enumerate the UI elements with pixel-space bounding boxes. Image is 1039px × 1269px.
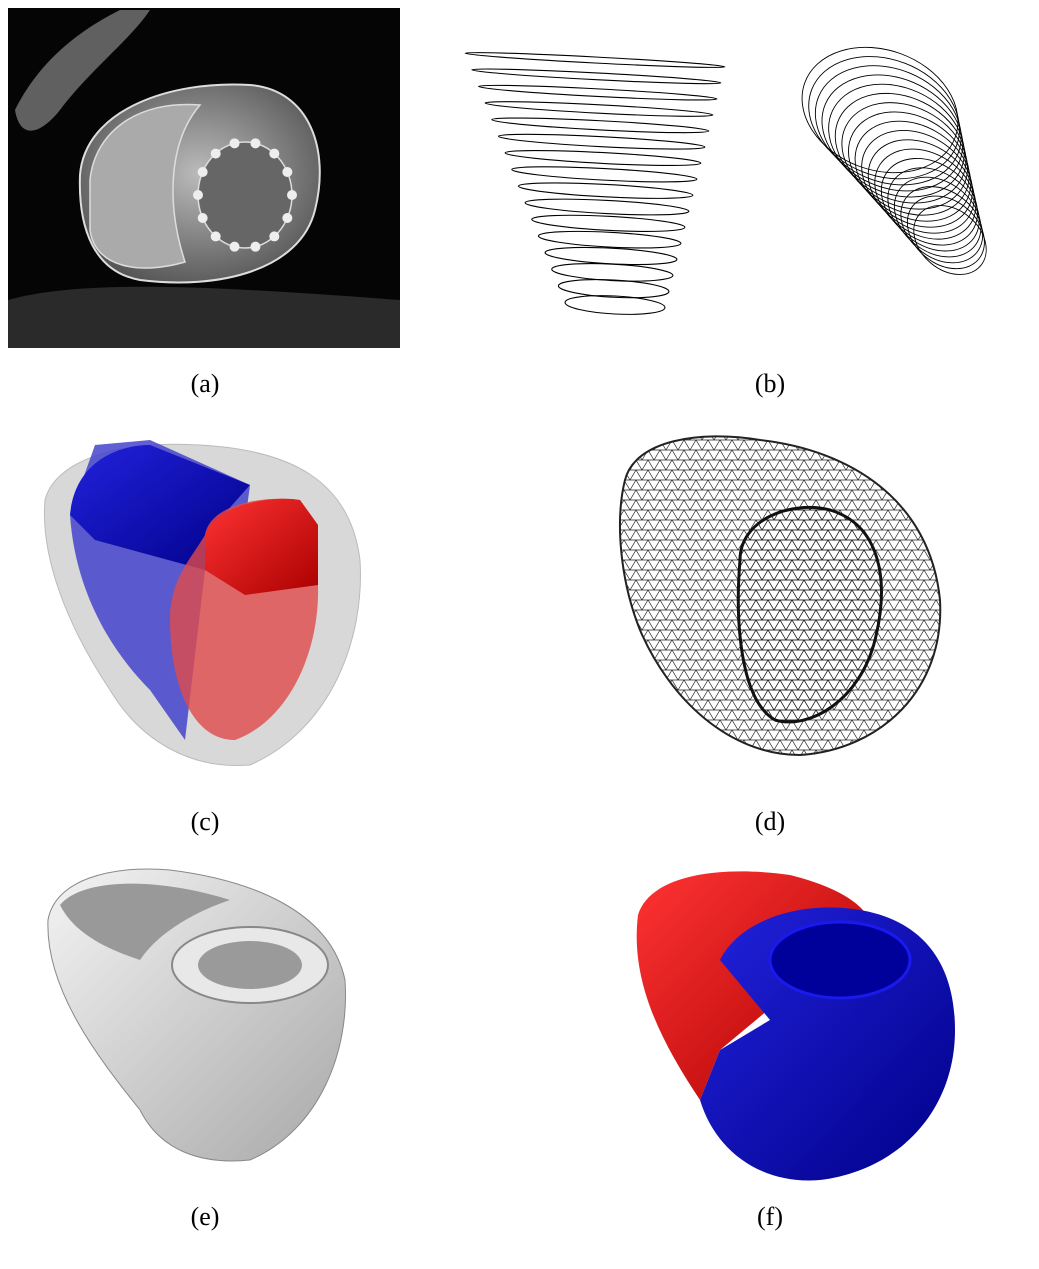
- panel-a: [8, 8, 400, 348]
- slice-contour: [492, 115, 710, 136]
- panel-c: [44, 440, 360, 766]
- mri-tissue: [8, 287, 400, 348]
- contour-point: [211, 149, 221, 159]
- slice-contour: [511, 164, 697, 185]
- slice-contour: [472, 66, 721, 86]
- panel-label: (d): [755, 807, 785, 836]
- slice-contour: [518, 180, 693, 202]
- mri-lv-contour: [198, 142, 292, 248]
- panel-e: [48, 869, 346, 1161]
- panel-label: (e): [191, 1202, 220, 1231]
- slice-contour: [525, 196, 689, 218]
- contour-point: [198, 167, 208, 177]
- panel-d: [620, 436, 940, 755]
- slice-contour: [465, 50, 725, 70]
- lv-opening: [770, 922, 910, 998]
- panel-b-contours: [784, 26, 1000, 288]
- contour-point: [230, 138, 240, 148]
- contour-point: [198, 213, 208, 223]
- panel-b-slices: [465, 50, 725, 316]
- contour-point: [282, 213, 292, 223]
- contour-point: [287, 190, 297, 200]
- figure: (a) (b) (c) (d) (e) (f): [0, 0, 1039, 1269]
- slice-contour: [538, 229, 681, 251]
- contour-point: [269, 149, 279, 159]
- contour-loop: [900, 191, 1000, 288]
- contour-loop: [851, 121, 992, 252]
- panel-label: (b): [755, 369, 785, 398]
- panel-label: (f): [757, 1202, 783, 1231]
- contour-point: [230, 242, 240, 252]
- panel-f: [637, 871, 955, 1180]
- contour-point: [282, 167, 292, 177]
- slice-contour: [505, 147, 701, 168]
- panel-label: (c): [191, 807, 220, 836]
- slice-contour: [498, 131, 705, 152]
- contour-point: [211, 231, 221, 241]
- slice-contour: [531, 212, 685, 234]
- contour-point: [250, 138, 260, 148]
- panel-label: (a): [191, 369, 220, 398]
- contour-loop: [784, 26, 975, 193]
- slice-contour: [485, 99, 713, 119]
- lv-cavity: [198, 941, 302, 989]
- contour-point: [193, 190, 203, 200]
- contour-point: [269, 231, 279, 241]
- slice-contour: [478, 83, 717, 103]
- contour-point: [250, 242, 260, 252]
- contour-loop: [886, 171, 998, 279]
- page: (a) (b) (c) (d) (e) (f) (() => { const d…: [0, 0, 1039, 1269]
